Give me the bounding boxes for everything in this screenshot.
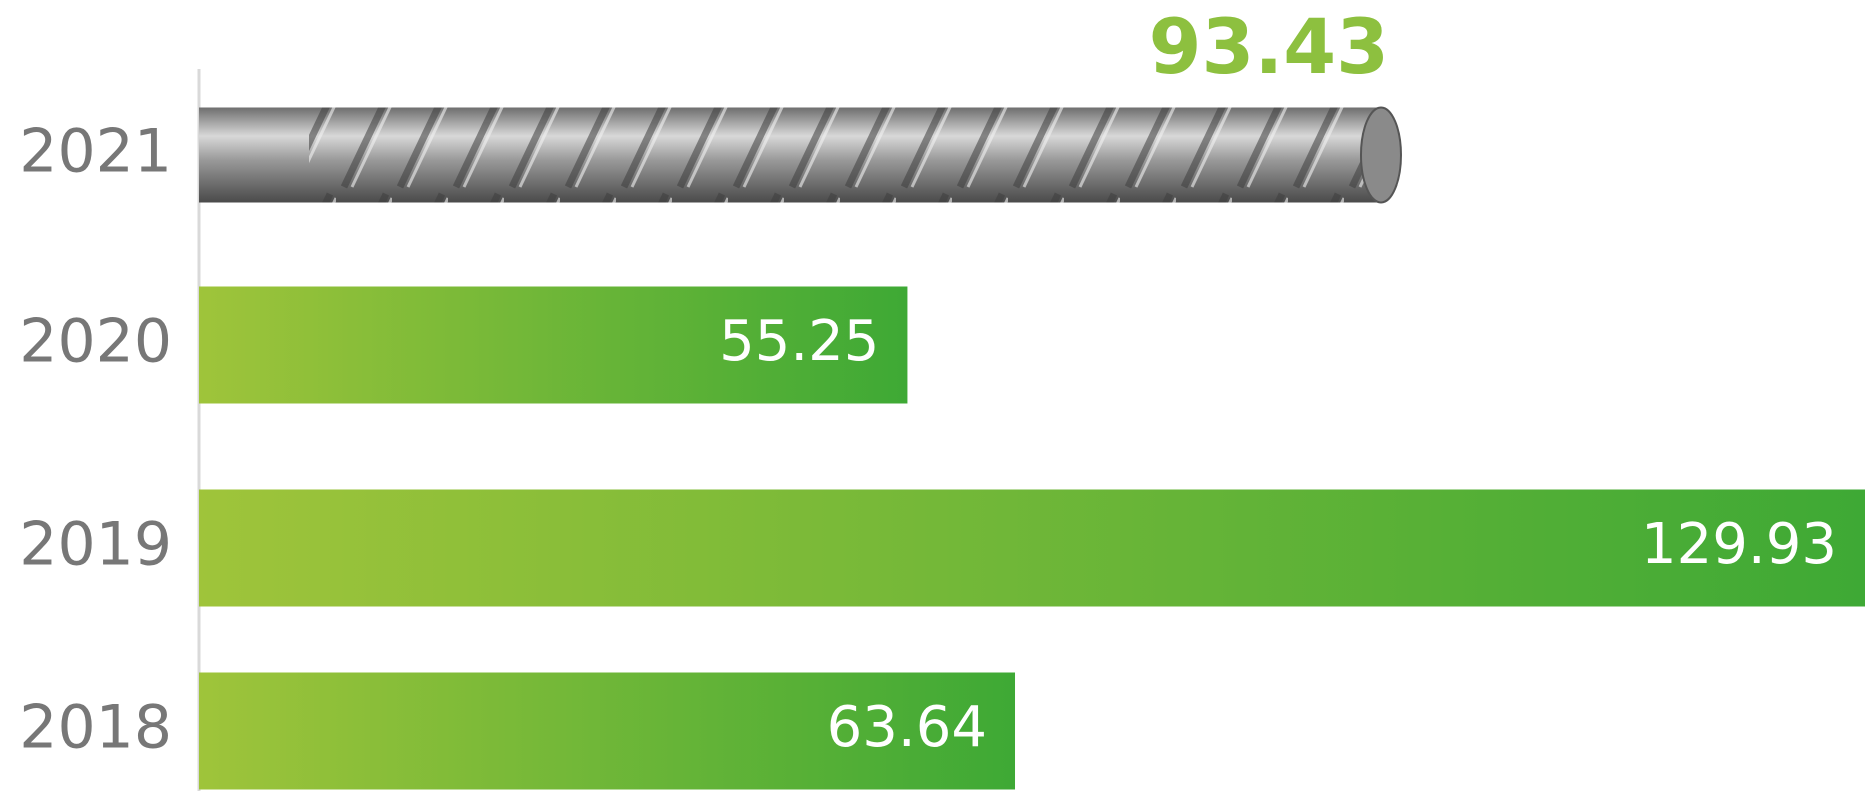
category-label: 2019 bbox=[19, 510, 172, 580]
rebar-part bbox=[309, 107, 1381, 203]
bar bbox=[199, 489, 1865, 607]
bar bbox=[199, 672, 1016, 790]
bar bbox=[199, 286, 908, 404]
category-label: 2021 bbox=[19, 117, 172, 187]
category-label: 2020 bbox=[19, 307, 172, 377]
value-label: 129.93 bbox=[1641, 512, 1837, 577]
value-label: 93.43 bbox=[1149, 2, 1389, 91]
value-label: 63.64 bbox=[827, 695, 987, 760]
category-label: 2018 bbox=[19, 693, 172, 763]
value-label: 55.25 bbox=[719, 309, 879, 374]
rebar bbox=[199, 106, 1402, 204]
rebar-part bbox=[1359, 106, 1402, 204]
